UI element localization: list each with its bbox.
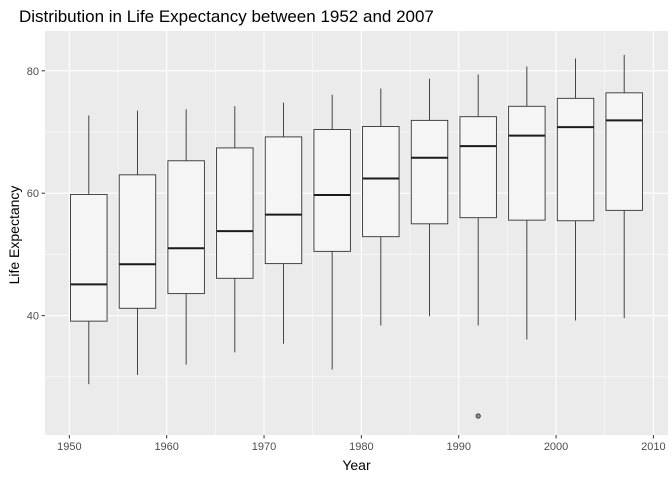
y-tick-label: 60 <box>27 188 39 200</box>
x-axis-ticks: 1950 1960 1970 1980 1990 2000 2010 <box>57 435 666 453</box>
iqr-box <box>70 193 108 322</box>
x-tick-label: 1970 <box>252 441 276 453</box>
x-tick-label: 1950 <box>57 441 81 453</box>
box-1972 <box>264 102 303 344</box>
boxes <box>70 54 643 419</box>
iqr-box <box>264 136 303 265</box>
box-1967 <box>216 106 254 353</box>
x-tick-label: 1990 <box>446 441 470 453</box>
y-tick-label: 40 <box>27 311 39 323</box>
box-2007 <box>605 54 643 319</box>
x-tick-label: 2010 <box>641 441 665 453</box>
y-axis-title: Life Expectancy <box>6 186 22 285</box>
y-tick-label: 80 <box>27 66 39 78</box>
x-tick-label: 1980 <box>349 441 373 453</box>
iqr-box <box>605 92 643 211</box>
iqr-box <box>216 147 254 279</box>
x-tick-label: 1960 <box>154 441 178 453</box>
box-1982 <box>362 88 400 326</box>
box-1957 <box>118 110 157 376</box>
x-tick-label: 2000 <box>544 441 568 453</box>
iqr-box <box>556 97 595 222</box>
box-1987 <box>410 78 449 317</box>
y-axis-ticks: 40 60 80 <box>27 66 45 323</box>
iqr-box <box>410 119 449 225</box>
iqr-box <box>167 160 205 295</box>
box-1962 <box>167 109 205 365</box>
iqr-box <box>459 116 497 219</box>
iqr-box <box>508 105 546 221</box>
box-1977 <box>313 94 351 370</box>
box-1997 <box>508 66 546 340</box>
iqr-box <box>362 126 400 238</box>
box-1952 <box>70 115 108 385</box>
iqr-box <box>118 174 157 309</box>
box-1992 <box>459 74 497 419</box>
box-2002 <box>556 58 595 321</box>
outlier-point <box>475 413 481 419</box>
chart-title: Distribution in Life Expectancy between … <box>19 7 434 26</box>
x-axis-title: Year <box>342 457 371 473</box>
iqr-box <box>313 129 351 252</box>
